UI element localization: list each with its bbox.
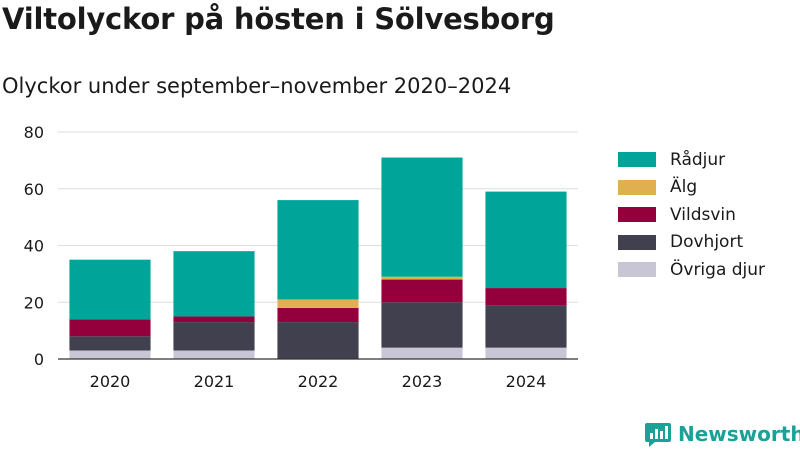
chart-subtitle: Olyckor under september–november 2020–20… <box>2 74 512 98</box>
bar-segment <box>277 200 359 300</box>
bar-segment <box>69 259 151 320</box>
bar-segment <box>173 316 255 323</box>
bar-segment <box>173 350 255 359</box>
stacked-bar-chart: 0 20 40 60 80 2020 2021 2022 2023 2024 <box>24 123 578 391</box>
bar-segment <box>173 251 255 317</box>
legend-label: Rådjur <box>670 149 726 170</box>
bar-segment <box>485 305 567 348</box>
bar-segment <box>485 191 567 289</box>
legend-item-dovhjort: Dovhjort <box>618 229 765 257</box>
y-tick-label: 80 <box>24 123 44 142</box>
bar-segment <box>277 307 359 323</box>
y-tick-label: 0 <box>34 350 44 369</box>
legend-item-alg: Älg <box>618 174 765 202</box>
newsworthy-logo-icon <box>645 423 671 447</box>
legend-label: Övriga djur <box>670 259 766 280</box>
bar-segment <box>69 319 151 337</box>
x-tick-label: 2022 <box>298 372 339 391</box>
legend-label: Dovhjort <box>670 232 744 253</box>
bar-segment <box>381 157 463 277</box>
y-tick-label: 20 <box>24 293 44 312</box>
chart-title: Viltolyckor på hösten i Sölvesborg <box>2 2 555 36</box>
legend-swatch <box>618 207 656 223</box>
bar-segment <box>485 347 567 359</box>
y-tick-label: 60 <box>24 180 44 199</box>
y-tick-label: 40 <box>24 237 44 256</box>
bar-segment <box>277 322 359 359</box>
legend-swatch <box>618 152 656 168</box>
bar-segment <box>381 279 463 303</box>
legend-swatch <box>618 179 656 195</box>
bar-segment <box>173 322 255 351</box>
legend-swatch <box>618 262 656 278</box>
bar-segment <box>381 276 463 280</box>
x-tick-label: 2020 <box>90 372 131 391</box>
legend-label: Älg <box>670 177 698 198</box>
bar-segment <box>69 350 151 359</box>
legend: Rådjur Älg Vildsvin Dovhjort Övriga djur <box>618 146 765 284</box>
legend-item-ovriga-djur: Övriga djur <box>618 256 765 284</box>
bar-segment <box>277 299 359 308</box>
brand-logo: Newsworthy <box>645 420 800 448</box>
brand-name: Newsworthy <box>678 422 800 446</box>
bar-segment <box>381 347 463 359</box>
legend-swatch <box>618 234 656 250</box>
legend-item-vildsvin: Vildsvin <box>618 201 765 229</box>
bar-segment <box>381 302 463 348</box>
bar-segment <box>69 336 151 351</box>
legend-item-radjur: Rådjur <box>618 146 765 174</box>
bar-segment <box>485 288 567 306</box>
x-tick-label: 2021 <box>194 372 235 391</box>
legend-label: Vildsvin <box>670 204 736 225</box>
x-tick-label: 2024 <box>506 372 547 391</box>
x-tick-label: 2023 <box>402 372 443 391</box>
